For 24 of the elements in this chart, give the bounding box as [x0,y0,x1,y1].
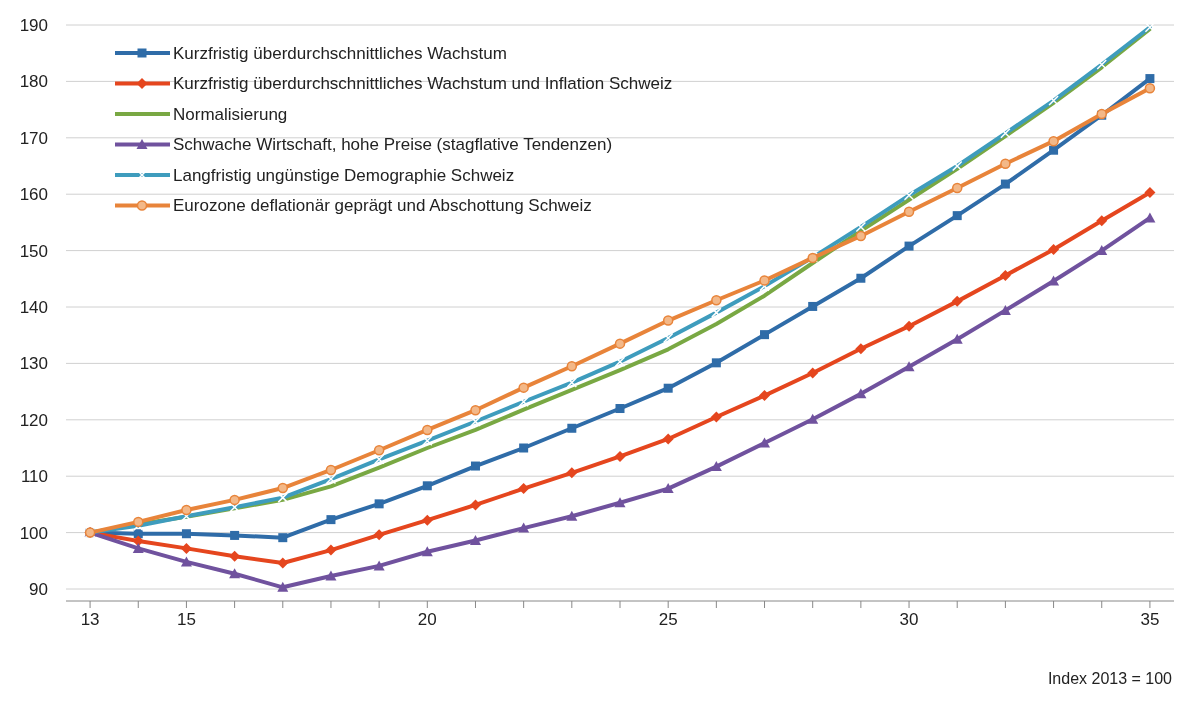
y-tick-label: 90 [29,579,48,599]
x-tick-label: 30 [899,610,919,629]
legend-label: Kurzfristig überdurchschnittliches Wachstum und Inflation Schweiz [173,74,673,94]
y-tick-label: 190 [19,15,48,35]
y-tick-label: 110 [20,467,48,487]
y-tick-label: 180 [19,72,48,92]
y-tick-label: 160 [19,185,48,205]
legend-label: Normalisierung [173,104,288,124]
y-tick-label: 120 [19,410,48,430]
y-tick-label: 130 [19,354,48,374]
legend-label: Langfristig ungünstige Demographie Schweiz [173,165,515,185]
x-tick-label: 35 [1140,610,1160,629]
y-tick-label: 150 [19,241,48,261]
y-tick-label: 140 [19,297,48,317]
legend-label: Kurzfristig überdurchschnittliches Wachstum [173,43,507,63]
legend-label: Eurozone deflationär geprägt und Abschottung Schweiz [173,196,592,216]
legend-label: Schwache Wirtschaft, hohe Preise (stagflative Tendenzen) [173,135,613,155]
x-tick-label: 15 [176,610,196,629]
x-tick-label: 25 [658,610,678,629]
y-tick-label: 100 [19,523,48,543]
x-tick-label: 13 [80,610,100,629]
text: Index 2013 = 100 [1047,670,1173,687]
y-tick-label: 170 [19,128,48,148]
x-tick-label: 20 [417,610,437,629]
